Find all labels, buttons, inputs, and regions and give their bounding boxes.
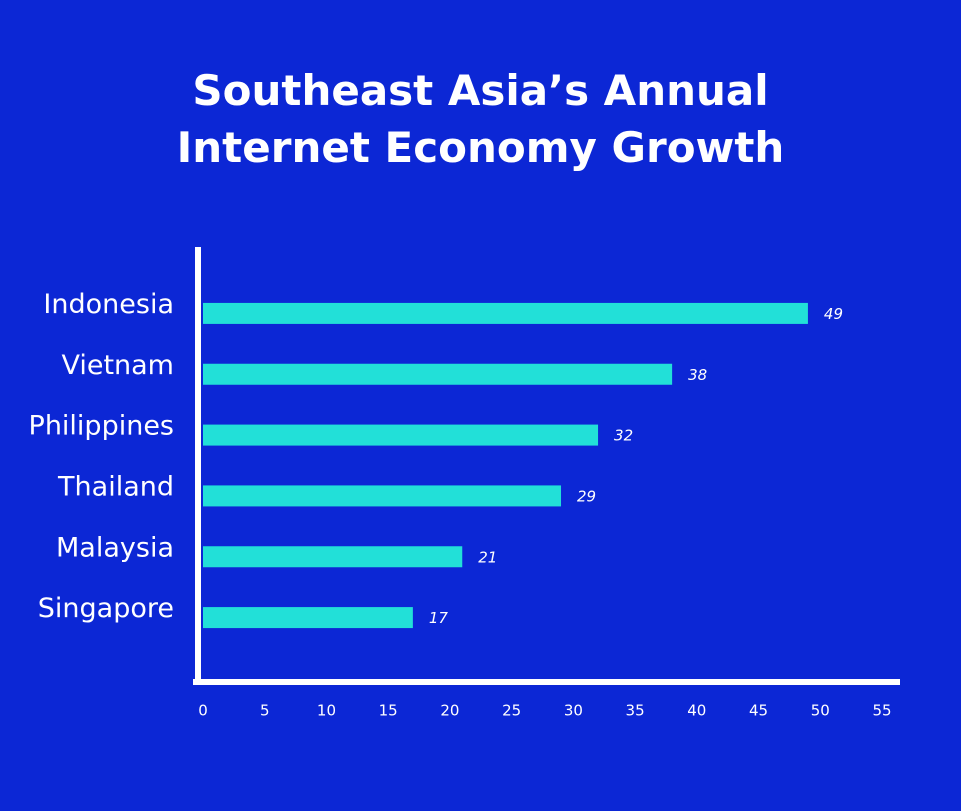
x-tick-label: 40 — [687, 702, 706, 720]
y-tick-label: Malaysia — [56, 532, 174, 563]
x-tick-label: 0 — [198, 702, 208, 720]
x-tick-label: 45 — [749, 702, 768, 720]
bar — [203, 302, 808, 324]
x-tick-label: 5 — [260, 702, 270, 720]
y-tick-label: Singapore — [38, 593, 174, 624]
x-tick-label: 30 — [564, 702, 583, 720]
bar — [203, 607, 413, 629]
x-tick-label: 20 — [440, 702, 459, 720]
y-tick-label: Thailand — [57, 471, 174, 502]
y-tick-label: Philippines — [29, 411, 174, 442]
value-label: 21 — [478, 548, 497, 566]
value-label: 32 — [614, 427, 633, 445]
x-tick-label: 10 — [317, 702, 336, 720]
bar — [203, 546, 463, 568]
x-tick-label: 50 — [811, 702, 830, 720]
x-tick-label: 55 — [872, 702, 891, 720]
y-tick-label: Vietnam — [61, 350, 174, 381]
value-label: 17 — [429, 609, 449, 627]
bar — [203, 485, 562, 507]
value-label: 29 — [577, 487, 596, 505]
bar — [203, 424, 599, 446]
x-tick-label: 15 — [379, 702, 398, 720]
x-tick-label: 35 — [626, 702, 645, 720]
chart-title: Southeast Asia’s Annual Internet Economy… — [176, 66, 785, 172]
value-label: 49 — [824, 305, 843, 323]
value-label: 38 — [688, 366, 707, 384]
x-tick-label: 25 — [502, 702, 521, 720]
y-tick-label: Indonesia — [43, 289, 174, 320]
bar — [203, 363, 673, 385]
